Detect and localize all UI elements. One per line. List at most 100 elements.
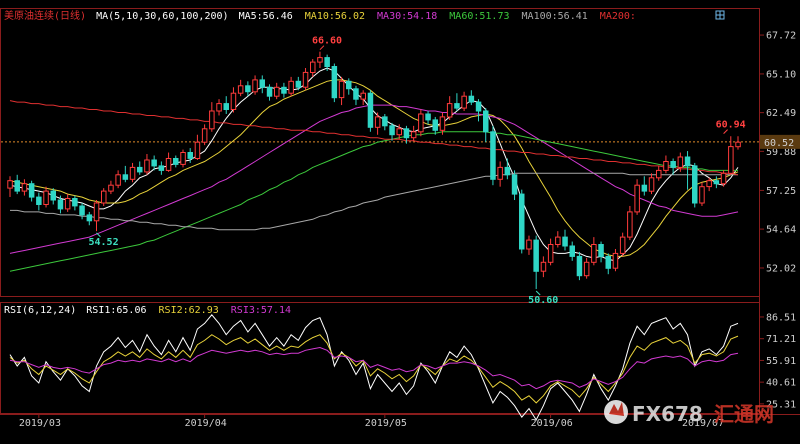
rsi-tick-label: 25.31 [766,399,796,410]
candle-body-down [382,116,388,127]
candle-body-up [194,141,201,159]
price-tick-label: 62.49 [766,108,796,119]
price-line-layer: 60.52 [1,134,800,149]
candle [504,158,511,180]
candle-body-down [425,113,431,121]
candle [223,96,229,114]
candle-body-up [418,113,424,133]
ma10-value: MA10:56.02 [305,11,365,22]
candle-body-up [735,141,741,148]
candle-body-up [540,261,547,272]
current-price-tag [760,134,800,149]
rsi-legend: RSI(6,12,24) RSI1:65.06 RSI2:62.93 RSI3:… [4,305,291,316]
date-tick-label: 2019/03 [19,418,61,429]
candle-body-up [201,128,208,143]
candle [237,79,244,97]
ma60-value: MA60:51.73 [449,11,509,22]
candlestick-series [7,51,741,290]
moving-average-lines [9,67,739,272]
candle [281,82,287,98]
candle-body-up [627,211,633,238]
candle [728,136,734,175]
candle [57,195,64,214]
candle-body-up [446,103,453,118]
rsi3-line [9,346,739,390]
candle-body-up [302,71,309,88]
candle [605,253,611,275]
candle [569,241,575,261]
candle-body-up [728,146,734,174]
candle-body-down [483,110,489,133]
candle [583,257,590,279]
annotation-label: 60.94 [716,120,746,131]
candle-body-down [576,255,583,277]
candle-body-down [346,80,352,90]
candle-body-up [720,172,727,185]
candle-body-up [699,186,705,204]
candle-body-up [634,184,640,213]
candle [338,76,345,106]
candle [21,179,28,196]
candle-body-down [454,103,460,109]
candle-body-down [295,80,302,88]
candle [266,84,273,101]
candle [137,161,143,175]
candle [122,165,129,183]
candle [425,111,431,125]
candle-body-up [64,198,71,210]
candle [382,113,388,131]
annotation-pointer [723,129,728,134]
candle [252,75,258,95]
candle-body-down [266,86,273,97]
candle-body-down [57,199,64,210]
candle-body-up [7,180,13,189]
candle [562,229,568,251]
candle [713,176,720,189]
candle-body-up [310,61,316,73]
candle-body-down [173,158,179,165]
watermark-brand: FX678 [632,402,703,426]
candle [648,173,655,195]
fx678-watermark: FX678 汇通网 [604,400,774,426]
candle-body-down [468,95,475,103]
watermark-cn: 汇通网 [714,402,774,426]
candle-body-up [274,86,280,97]
candle [547,238,554,266]
candle-body-up [555,236,561,246]
candle [28,180,35,202]
candle [511,170,518,201]
ma200-value: MA200: [600,11,636,22]
candle-body-down [641,184,648,192]
chart-legend: 美原油连续(日线) MA(5,10,30,60,100,200) MA5:56.… [4,9,636,22]
candle [468,90,475,106]
candle-body-down [432,119,438,131]
date-tick-label: 2019/05 [365,418,407,429]
candle [93,200,100,232]
rsi1-line [9,314,739,421]
candle-body-up [237,85,244,94]
candle [216,99,222,116]
candle [7,176,13,198]
candle [446,96,453,120]
candle [670,158,676,175]
price-tick-label: 59.88 [766,147,796,158]
candle-body-up [461,95,467,109]
candle-body-up [374,116,381,128]
ma100-line [10,172,738,231]
rsi-tick-label: 71.21 [766,334,796,345]
candle-body-down [79,205,85,216]
window-grid-icon[interactable] [715,10,725,20]
candle-body-down [72,198,78,207]
candle [519,189,525,254]
ma200-line [9,100,739,176]
candle-body-down [50,190,56,201]
annotation-label: 66.60 [312,36,342,47]
candle [101,188,107,206]
candle [108,180,114,195]
candle-body-up [677,156,684,168]
candle [432,116,438,135]
candle [86,211,93,226]
annotation-label: 50.60 [528,295,558,306]
candle [526,235,532,255]
